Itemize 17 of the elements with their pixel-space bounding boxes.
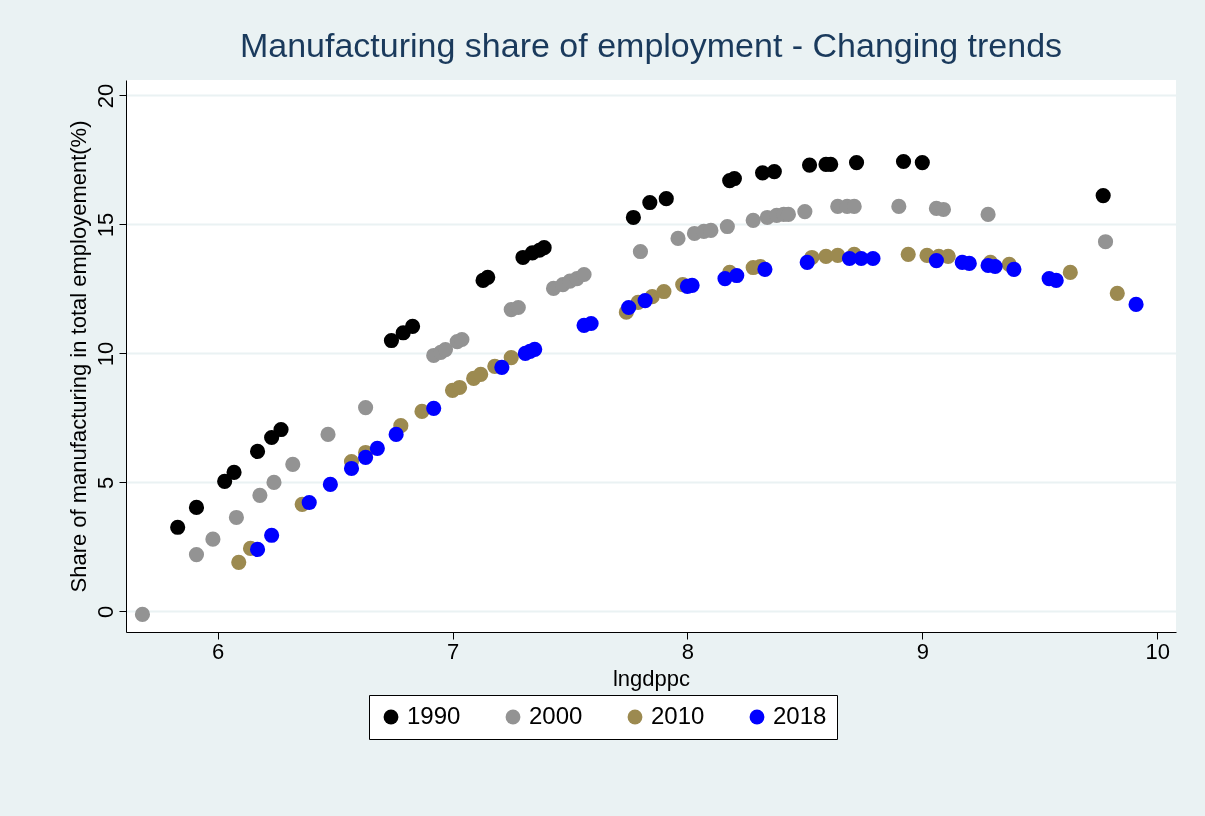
x-tick-label: 7 [446,638,460,664]
legend-label: 2010 [651,702,705,729]
chart-title: Manufacturing share of employment - Changing trends [239,26,1063,64]
y-axis-title: Share of manufacturing in total employement(%) [65,120,91,593]
y-tick-label: 10 [92,341,118,367]
legend-label: 2000 [529,702,583,729]
y-tick-label: 0 [92,605,118,618]
x-tick-label: 6 [211,638,225,664]
legend-label: 2018 [773,702,827,729]
y-tick-label: 20 [92,83,118,109]
x-axis-title: lngdppc [612,665,691,691]
x-tick-label: 10 [1145,638,1170,664]
x-tick-label: 8 [681,638,695,664]
y-tick-label: 5 [92,476,118,490]
legend-label: 1990 [407,702,461,729]
x-tick-label: 9 [916,638,929,664]
y-tick-label: 15 [92,212,118,238]
